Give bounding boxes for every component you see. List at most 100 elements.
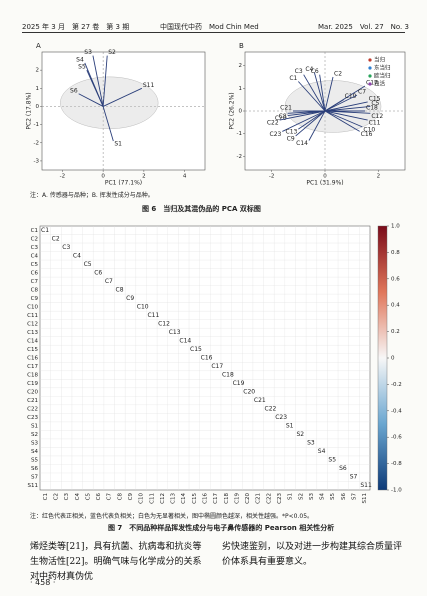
column-label: C11 — [149, 493, 155, 504]
column-label: C1 — [43, 493, 49, 500]
diagonal-label: C13 — [169, 329, 181, 336]
diagonal-label: C21 — [254, 397, 266, 404]
column-label: C14 — [181, 493, 187, 504]
column-label: C9 — [128, 493, 134, 501]
group-ellipse — [60, 76, 159, 130]
colorbar-tick-label: -0.4 — [391, 408, 402, 414]
loading-label: C11 — [369, 120, 381, 127]
loading-label: C23 — [270, 131, 282, 138]
loading-arrow — [324, 110, 368, 121]
row-label: C6 — [31, 270, 39, 276]
legend-label: 独活 — [374, 80, 386, 88]
loading-arrow — [324, 76, 334, 112]
row-label: C13 — [27, 330, 38, 336]
loading-arrow — [102, 55, 108, 107]
body-right: 劣快速鉴别，以及对进一步构建其综合质量评价体系具有重要意义。 — [222, 542, 403, 567]
loading-arrow — [297, 81, 326, 112]
column-label: S6 — [341, 493, 347, 500]
x-tick-label: 2 — [377, 174, 381, 180]
y-tick-label: 2 — [36, 68, 40, 74]
diagonal-label: C10 — [137, 303, 149, 310]
colorbar-tick-label: 0.6 — [391, 276, 400, 282]
loading-label: C20 — [275, 115, 287, 122]
column-label: C23 — [277, 493, 283, 504]
legend-label: 东当归 — [374, 64, 391, 72]
loading-arrow — [295, 110, 326, 137]
diagonal-label: S6 — [339, 465, 347, 472]
column-label: C15 — [192, 493, 198, 504]
diagonal-label: S5 — [328, 457, 336, 464]
loading-label: S6 — [70, 87, 78, 94]
loading-label: C9 — [287, 135, 295, 142]
x-tick-label: 4 — [183, 174, 187, 180]
diagonal-label: S1 — [286, 423, 294, 430]
diagonal-label: C2 — [52, 235, 60, 242]
loading-label: C12 — [371, 113, 383, 120]
row-label: C9 — [31, 296, 39, 302]
matrix-frame — [39, 225, 371, 491]
diagonal-label: C7 — [105, 278, 113, 285]
fig6-note: 注：A. 传感器与品种；B. 挥发性成分与品种。 — [30, 192, 154, 199]
row-label: C23 — [27, 415, 38, 421]
legend-label: 欧当归 — [374, 72, 391, 80]
y-axis-title: PC2 (26.2%) — [229, 92, 236, 129]
diagonal-label: C4 — [73, 252, 81, 259]
loading-arrow — [102, 87, 143, 107]
diagonal-label: C11 — [147, 312, 159, 319]
column-label: S4 — [320, 493, 326, 500]
diagonal-label: C15 — [190, 346, 202, 353]
row-label: C1 — [31, 228, 38, 234]
row-label: C2 — [31, 236, 38, 242]
diagonal-label: C18 — [222, 372, 234, 379]
loading-label: C4 — [305, 66, 313, 73]
loading-label: C18 — [366, 105, 378, 112]
loading-label: C8 — [279, 113, 287, 120]
colorbar-tick-label: -1.0 — [391, 488, 402, 494]
x-tick-label: 2 — [142, 174, 146, 180]
header-rule — [22, 32, 405, 33]
y-tick-label: -1 — [237, 131, 242, 137]
column-label: C13 — [171, 493, 177, 504]
loading-label: S3 — [84, 49, 92, 56]
diagonal-label: S4 — [318, 448, 326, 455]
diagonal-label: C16 — [201, 355, 213, 362]
x-tick-label: 0 — [101, 174, 105, 180]
loading-label: C7 — [358, 89, 366, 96]
x-tick-label: -2 — [269, 174, 274, 180]
column-label: C7 — [107, 493, 113, 501]
diagonal-label: S3 — [307, 440, 315, 447]
row-label: S11 — [28, 483, 39, 489]
column-label: S5 — [330, 493, 336, 500]
loading-label: C19 — [345, 93, 357, 100]
column-label: C10 — [139, 493, 145, 504]
row-label: S2 — [31, 432, 38, 438]
column-label: C6 — [96, 493, 102, 501]
row-label: C15 — [27, 347, 38, 353]
row-label: C10 — [27, 304, 38, 310]
row-label: C22 — [27, 407, 38, 413]
column-label: C5 — [85, 493, 91, 501]
page-number: · 458 · — [30, 578, 56, 587]
loading-label: C5 — [371, 100, 379, 107]
row-label: C18 — [27, 373, 38, 379]
loading-label: S4 — [76, 56, 84, 63]
legend-label: 当归 — [374, 56, 385, 64]
y-axis-title: PC2 (17.8%) — [26, 92, 33, 129]
loading-arrow — [102, 106, 114, 142]
loading-arrow — [324, 101, 368, 112]
fig6-caption: 图 6 当归及其混伪品的 PCA 双标图 — [142, 205, 261, 213]
diagonal-label: C6 — [94, 269, 102, 276]
colorbar — [377, 225, 388, 491]
fig7-caption: 图 7 不同品种样品挥发性成分与电子鼻传感器的 Pearson 相关性分析 — [108, 524, 335, 532]
loading-label: C10 — [363, 126, 375, 133]
legend-swatch — [368, 82, 372, 86]
loading-label: C1 — [289, 75, 297, 82]
column-label: C22 — [266, 493, 272, 504]
loading-label: S5 — [78, 64, 86, 71]
loading-arrow — [282, 110, 326, 132]
loading-arrow — [324, 106, 371, 112]
loading-label: C15 — [369, 95, 381, 102]
loading-arrow — [279, 110, 326, 121]
row-label: C21 — [27, 398, 38, 404]
column-label: S11 — [362, 493, 368, 504]
